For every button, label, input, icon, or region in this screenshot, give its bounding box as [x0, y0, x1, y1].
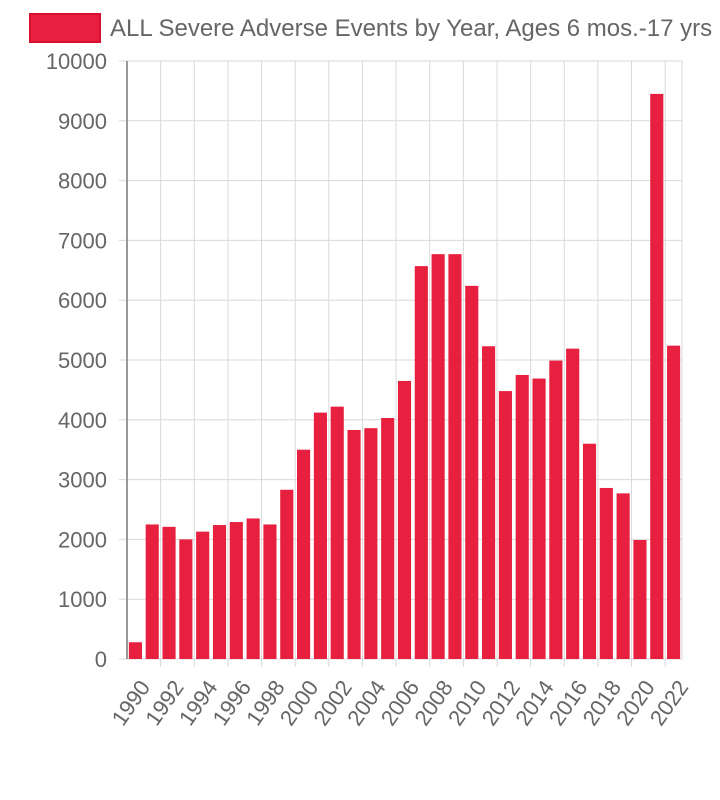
y-tick-label: 3000 — [58, 468, 107, 493]
y-tick-label: 2000 — [58, 527, 107, 552]
legend-label[interactable]: ALL Severe Adverse Events by Year, Ages … — [110, 15, 712, 42]
bar-2018[interactable] — [599, 487, 613, 659]
bar-2011[interactable] — [482, 346, 496, 659]
bar-2007[interactable] — [414, 266, 428, 659]
bar-2021[interactable] — [650, 93, 664, 659]
bar-2000[interactable] — [297, 449, 311, 659]
bar-2012[interactable] — [498, 391, 512, 659]
bar-1990[interactable] — [128, 642, 142, 659]
grid-lines — [119, 60, 683, 667]
y-tick-label: 5000 — [58, 348, 107, 373]
bar-2001[interactable] — [313, 412, 327, 659]
bar-1994[interactable] — [196, 531, 210, 659]
y-tick-label: 6000 — [58, 288, 107, 313]
y-tick-label: 0 — [95, 647, 107, 672]
bar-1998[interactable] — [263, 524, 277, 659]
bar-2016[interactable] — [566, 348, 580, 659]
bar-1997[interactable] — [246, 518, 260, 659]
bar-series — [128, 93, 681, 660]
bar-2008[interactable] — [431, 254, 445, 660]
y-tick-label: 10000 — [46, 49, 107, 74]
legend-swatch[interactable] — [29, 13, 101, 43]
bar-2019[interactable] — [616, 493, 630, 659]
y-tick-label: 9000 — [58, 109, 107, 134]
bar-2017[interactable] — [582, 443, 597, 659]
x-tick-label: 2022 — [645, 676, 694, 730]
bar-2010[interactable] — [465, 285, 479, 659]
bar-2003[interactable] — [347, 429, 361, 659]
bar-2013[interactable] — [515, 374, 529, 659]
y-tick-label: 8000 — [58, 169, 107, 194]
x-axis-ticks: 1990199219941996199820002002200420062008… — [107, 676, 694, 730]
bar-2002[interactable] — [330, 406, 344, 659]
bar-2005[interactable] — [381, 418, 395, 659]
legend[interactable]: ALL Severe Adverse Events by Year, Ages … — [29, 13, 712, 43]
bar-1992[interactable] — [162, 526, 176, 659]
bar-2006[interactable] — [397, 380, 412, 659]
y-tick-label: 7000 — [58, 228, 107, 253]
y-tick-label: 4000 — [58, 408, 107, 433]
bar-2014[interactable] — [532, 378, 546, 659]
bar-1999[interactable] — [280, 489, 294, 659]
bar-1996[interactable] — [229, 522, 243, 659]
bar-1993[interactable] — [179, 539, 193, 659]
bar-2015[interactable] — [549, 360, 563, 659]
bar-1991[interactable] — [145, 524, 159, 659]
bar-2020[interactable] — [633, 539, 647, 659]
bar-2022[interactable] — [667, 345, 681, 659]
bar-1995[interactable] — [212, 525, 227, 659]
bar-2009[interactable] — [448, 254, 462, 660]
y-tick-label: 1000 — [58, 587, 107, 612]
y-axis-ticks: 0 1000 2000 3000 4000 5000 6000 7000 8000 9000 100… — [46, 49, 107, 672]
bar-2004[interactable] — [364, 428, 378, 659]
